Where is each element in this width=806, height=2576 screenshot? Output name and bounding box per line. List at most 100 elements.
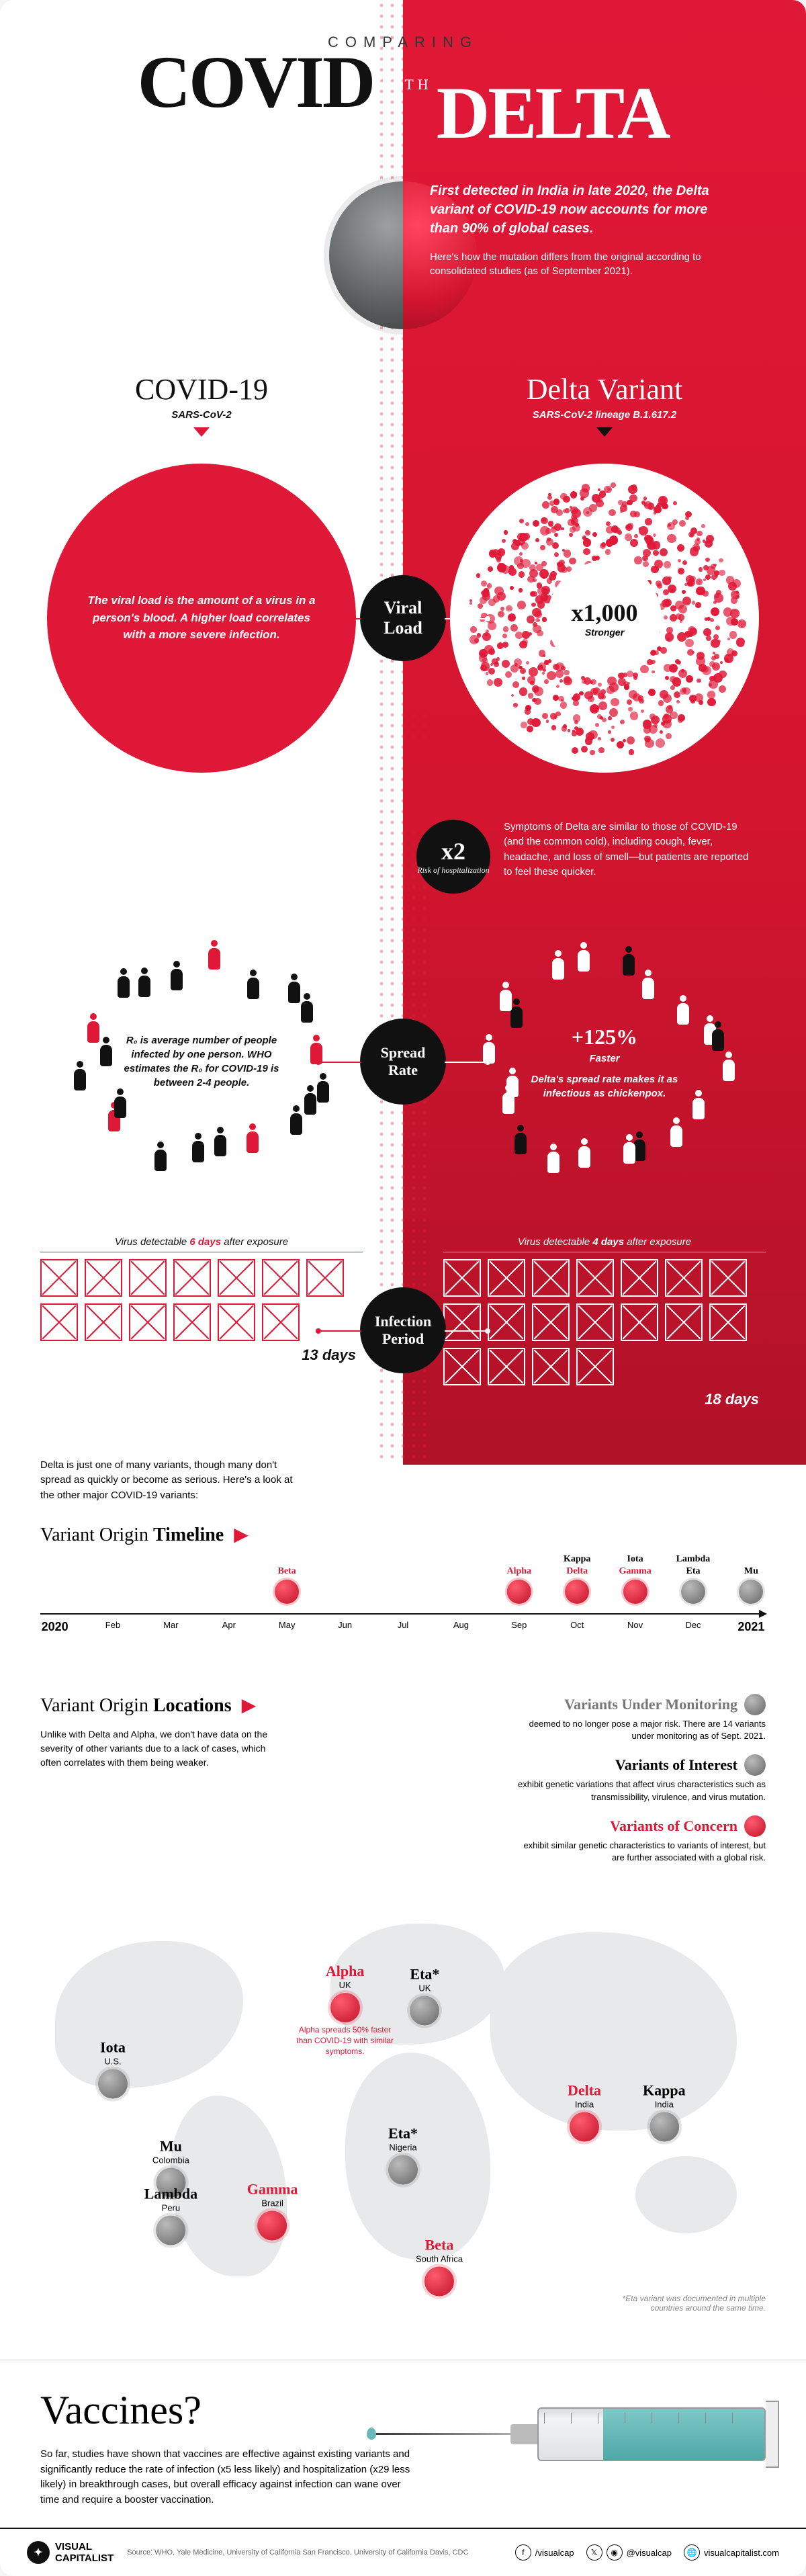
infection-boxes-covid (40, 1259, 356, 1341)
badge-line1: Spread (381, 1044, 426, 1062)
day-box (621, 1259, 658, 1297)
person-icon (576, 942, 591, 973)
day-box (40, 1303, 78, 1341)
intro-block: First detected in India in late 2020, th… (430, 134, 712, 278)
syringe-needle (376, 2433, 510, 2435)
timeline-title-2: Timeline (153, 1525, 224, 1545)
person-icon (289, 1105, 304, 1136)
x2-hospitalization-row: x2 Risk of hospitalization Symptoms of D… (0, 800, 806, 900)
timeline-month: May (279, 1620, 296, 1630)
timeline-month: Feb (105, 1620, 120, 1630)
x2-value: x2 (441, 837, 465, 865)
timeline-axis: 20202021FebMarAprMayJunJulAugSepOctNovDe… (40, 1566, 766, 1647)
day-box (218, 1259, 255, 1297)
logo: ✦ VISUAL CAPITALIST (27, 2541, 114, 2564)
transition-text: Delta is just one of many variants, thou… (0, 1438, 336, 1517)
map-pin-alpha: AlphaUKAlpha spreads 50% faster than COV… (295, 1963, 396, 2057)
viral-load-stat: x1,000 Stronger (547, 561, 662, 675)
map-pin-beta: BetaSouth Africa (416, 2237, 463, 2299)
spread-stat-sub: Faster (517, 1051, 692, 1066)
day-box (443, 1259, 481, 1297)
person-icon (246, 970, 261, 1000)
footer-sources: Source: WHO, Yale Medicine, University o… (127, 2548, 502, 2557)
spread-desc: Delta's spread rate makes it as infectio… (517, 1072, 692, 1101)
inf-h2: after exposure (224, 1236, 288, 1248)
person-icon (513, 1125, 528, 1156)
x2-label: Risk of hospitalization (417, 865, 489, 875)
day-box (532, 1348, 570, 1385)
facebook-icon: f (515, 2544, 531, 2561)
social-facebook[interactable]: f /visualcap (515, 2544, 574, 2561)
vaccines-title: Vaccines? (40, 2387, 416, 2434)
person-icon (621, 946, 636, 977)
timeline-month: Apr (222, 1620, 236, 1630)
day-box (173, 1259, 211, 1297)
day-box (218, 1303, 255, 1341)
viral-load-badge: Viral Load (360, 575, 446, 661)
badge-line2: Load (384, 618, 422, 638)
person-icon (99, 1037, 114, 1068)
map-pin-eta: Eta*Nigeria (388, 2124, 418, 2187)
inf-h1: Virus detectable (115, 1236, 187, 1248)
person-icon (116, 968, 131, 999)
spread-right-text: +125% Faster Delta's spread rate makes i… (517, 1022, 692, 1101)
map-title-2: Locations (153, 1695, 232, 1716)
timeline-month: Oct (570, 1620, 584, 1630)
map-title-1: Variant Origin (40, 1695, 153, 1716)
person-icon (721, 1051, 736, 1082)
person-icon (213, 1127, 228, 1158)
day-box (40, 1259, 78, 1297)
timeline-month: Dec (685, 1620, 701, 1630)
person-icon (303, 1085, 318, 1116)
day-box (129, 1303, 167, 1341)
social-web[interactable]: 🌐 visualcapitalist.com (684, 2544, 779, 2561)
col-sub-r: SARS-CoV-2 lineage B.1.617.2 (403, 409, 806, 421)
viral-load-label: Stronger (585, 627, 624, 638)
timeline-variant: Gamma (619, 1566, 651, 1604)
social-twitter[interactable]: 𝕏 ◉ @visualcap (586, 2544, 672, 2561)
column-label-covid: COVID-19 SARS-CoV-2 (0, 372, 403, 437)
timeline-month: Aug (453, 1620, 469, 1630)
viral-load-left-text: The viral load is the amount of a virus … (87, 592, 316, 644)
social-web-text: visualcapitalist.com (704, 2548, 779, 2558)
viral-load-circle-delta: x1,000 Stronger (450, 464, 759, 773)
person-icon (676, 995, 690, 1026)
person-icon (316, 1073, 330, 1104)
syringe-illustration (437, 2387, 766, 2481)
person-icon (691, 1090, 706, 1121)
header-with: WITH (377, 76, 432, 93)
legend-item: Variants of Concernexhibit similar genet… (296, 1815, 766, 1864)
day-box (576, 1303, 614, 1341)
day-box (85, 1259, 122, 1297)
arrow-down-icon (193, 427, 210, 437)
x2-badge: x2 Risk of hospitalization (416, 820, 490, 894)
person-icon (505, 1068, 520, 1099)
x2-text: Symptoms of Delta are similar to those o… (504, 820, 759, 880)
day-box (262, 1259, 300, 1297)
intro-sub: Here's how the mutation differs from the… (430, 250, 712, 278)
person-icon (711, 1021, 725, 1052)
person-icon (300, 993, 314, 1024)
day-box (709, 1259, 747, 1297)
person-icon (641, 970, 656, 1000)
timeline-month: Sep (511, 1620, 527, 1630)
vaccines-section: Vaccines? So far, studies have shown tha… (0, 2360, 806, 2528)
person-icon (73, 1061, 87, 1092)
day-box (443, 1303, 481, 1341)
intro-bold: First detected in India in late 2020, th… (430, 181, 712, 238)
person-icon (169, 961, 184, 992)
timeline-month: Mar (163, 1620, 178, 1630)
day-box (532, 1303, 570, 1341)
timeline-variant: Alpha (507, 1566, 532, 1604)
inf-hl: 4 days (592, 1236, 624, 1248)
timeline-variant: Iota (627, 1554, 643, 1565)
infection-right: Virus detectable 4 days after exposure 1… (403, 1223, 806, 1422)
timeline-title: Variant Origin Timeline ▶ (40, 1523, 766, 1546)
spread-badge: Spread Rate (360, 1019, 446, 1105)
infographic-page: COMPARING COVIDWITHDELTA First detected … (0, 0, 806, 2576)
section-infection-period: Virus detectable 6 days after exposure 1… (0, 1223, 806, 1438)
column-labels: COVID-19 SARS-CoV-2 Delta Variant SARS-C… (0, 372, 806, 437)
section-spread-rate: R₀ is average number of people infected … (0, 900, 806, 1223)
day-box (488, 1259, 525, 1297)
logo-text-2: CAPITALIST (55, 2552, 114, 2564)
